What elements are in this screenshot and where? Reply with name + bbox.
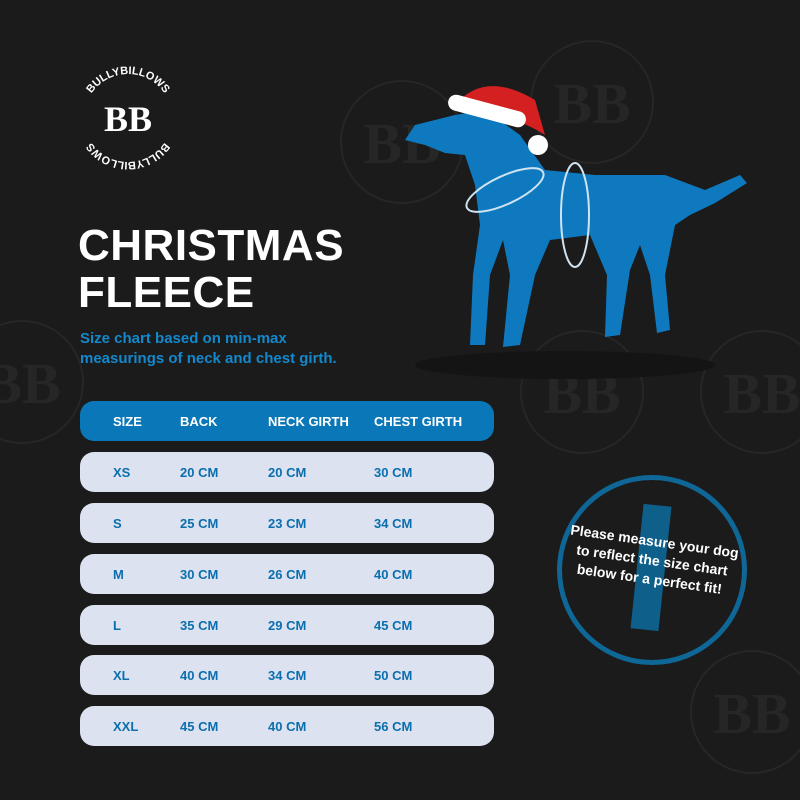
chest-girth-cell: 30 CM: [374, 465, 413, 480]
svg-text:BULLYBILLOWS: BULLYBILLOWS: [84, 65, 172, 96]
header-chest-girth: CHEST GIRTH: [374, 414, 463, 429]
chest-girth-cell: 56 CM: [374, 719, 413, 734]
back-cell: 20 CM: [180, 465, 219, 480]
back-cell: 30 CM: [180, 567, 219, 582]
measure-note: Please measure your dog to reflect the s…: [557, 475, 747, 665]
size-cell: XL: [113, 668, 130, 683]
size-cell: XS: [113, 465, 131, 480]
page-title: CHRISTMAS FLEECE: [78, 221, 345, 317]
subtitle: Size chart based on min-max measurings o…: [80, 330, 337, 367]
watermark-logo: BB: [700, 330, 800, 454]
size-cell: M: [113, 567, 124, 582]
back-cell: 40 CM: [180, 668, 219, 683]
table-row: S 25 CM 23 CM 34 CM: [80, 503, 494, 543]
header-back: BACK: [180, 414, 218, 429]
size-cell: XXL: [113, 719, 139, 734]
back-cell: 35 CM: [180, 618, 219, 633]
chest-girth-cell: 40 CM: [374, 567, 413, 582]
neck-girth-cell: 29 CM: [268, 618, 307, 633]
table-row: XS 20 CM 20 CM 30 CM: [80, 452, 494, 492]
chest-girth-cell: 45 CM: [374, 618, 413, 633]
neck-girth-cell: 20 CM: [268, 465, 307, 480]
svg-text:BULLYBILLOWS: BULLYBILLOWS: [84, 141, 172, 172]
svg-text:BB: BB: [104, 99, 152, 139]
neck-girth-cell: 23 CM: [268, 516, 307, 531]
chest-girth-cell: 34 CM: [374, 516, 413, 531]
table-row: XL 40 CM 34 CM 50 CM: [80, 655, 494, 695]
size-cell: L: [113, 618, 121, 633]
neck-girth-cell: 26 CM: [268, 567, 307, 582]
chest-girth-cell: 50 CM: [374, 668, 413, 683]
table-row: L 35 CM 29 CM 45 CM: [80, 605, 494, 645]
note-text: Please measure your dog to reflect the s…: [569, 521, 740, 597]
neck-girth-cell: 34 CM: [268, 668, 307, 683]
neck-girth-cell: 40 CM: [268, 719, 307, 734]
watermark-logo: BB: [690, 650, 800, 774]
header-size: SIZE: [113, 414, 142, 429]
brand-logo: BULLYBILLOWS BULLYBILLOWS BB: [84, 65, 172, 172]
header-neck-girth: NECK GIRTH: [268, 414, 349, 429]
table-row: M 30 CM 26 CM 40 CM: [80, 554, 494, 594]
table-header: SIZE BACK NECK GIRTH CHEST GIRTH: [80, 401, 494, 441]
dog-illustration: [405, 86, 747, 379]
back-cell: 45 CM: [180, 719, 219, 734]
size-cell: S: [113, 516, 122, 531]
watermark-logo: BB: [0, 320, 84, 444]
table-row: XXL 45 CM 40 CM 56 CM: [80, 706, 494, 746]
back-cell: 25 CM: [180, 516, 219, 531]
